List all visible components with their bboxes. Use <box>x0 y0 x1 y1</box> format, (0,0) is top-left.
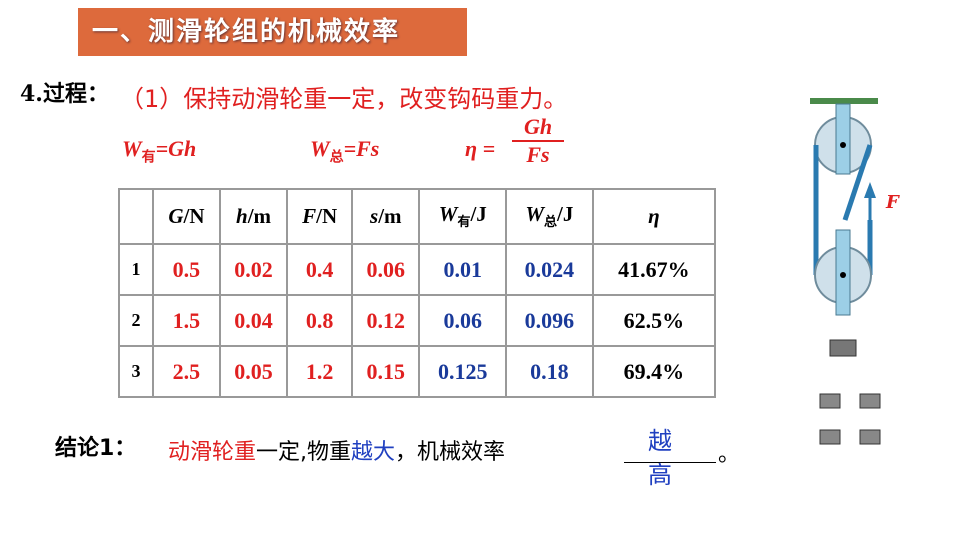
table-cell: 0.04 <box>218 294 289 347</box>
row-number: 3 <box>118 345 154 398</box>
header-main: G <box>168 204 184 228</box>
column-header: W有/J <box>418 188 508 245</box>
formula-sub: 有 <box>141 149 156 166</box>
header-unit: /J <box>557 202 574 227</box>
formula-eta: η = <box>465 136 496 161</box>
formula-main: W <box>122 136 142 161</box>
conclusion-label: 结论1： <box>55 436 137 461</box>
force-arrow <box>864 182 876 198</box>
table-cell: 0.01 <box>418 243 508 296</box>
step-label: 4.过程： <box>20 81 109 107</box>
header-title: 一、测滑轮组的机械效率 <box>78 8 467 56</box>
table-cell: 1.5 <box>152 294 221 347</box>
header-main: h <box>236 204 248 228</box>
conclusion-part: ，机械效率 <box>395 440 506 465</box>
answer: 越高 <box>648 424 672 492</box>
formula-fraction: Gh Fs <box>512 114 564 168</box>
table-cell: 0.5 <box>152 243 221 296</box>
header-main: s <box>370 204 379 228</box>
column-header: s/m <box>351 188 421 245</box>
answer-char: 越 <box>648 427 672 455</box>
table-cell: 0.06 <box>418 294 508 347</box>
conclusion-part: 动滑轮重 <box>168 440 257 465</box>
table-cell: 0.15 <box>351 345 421 398</box>
table-cell: 2.5 <box>152 345 221 398</box>
step-text: （1）保持动滑轮重一定，改变钩码重力。 <box>120 85 568 113</box>
table-cell: 0.4 <box>286 243 354 296</box>
header-main: W <box>438 202 458 227</box>
formula-rest: =Gh <box>155 136 197 161</box>
header-unit: /N <box>183 204 205 228</box>
column-header: F/N <box>286 188 354 245</box>
row-number: 1 <box>118 243 154 296</box>
header-main: η <box>648 204 660 228</box>
column-header: G/N <box>152 188 221 245</box>
header-unit: /N <box>316 204 338 228</box>
answer-char: 高 <box>648 461 672 489</box>
header-sub: 有 <box>457 215 471 231</box>
header-unit: /J <box>470 202 487 227</box>
weights <box>819 393 881 445</box>
table-cell: 62.5% <box>591 294 717 347</box>
header-main: F <box>302 204 317 228</box>
formula: W总=Fs <box>310 136 379 166</box>
table-row: 1 0.5 0.02 0.4 0.06 0.01 0.024 41.67% <box>118 243 717 296</box>
formula-main: W <box>310 136 330 161</box>
header-unit: /m <box>378 204 402 228</box>
ceiling <box>810 98 878 104</box>
table-cell: 0.02 <box>218 243 289 296</box>
rope <box>842 144 873 221</box>
conclusion-end: 。 <box>718 442 741 467</box>
table-cell: 41.67% <box>591 243 717 296</box>
column-header: W总/J <box>505 188 594 245</box>
conclusion-part: 一定,物重 <box>256 440 352 465</box>
table-row: 2 1.5 0.04 0.8 0.12 0.06 0.096 62.5% <box>118 294 717 347</box>
conclusion-text: 动滑轮重一定,物重越大，机械效率 <box>168 434 505 466</box>
force-label: F <box>885 192 900 213</box>
table-cell: 0.12 <box>351 294 421 347</box>
numerator: Gh <box>523 114 553 139</box>
row-number: 2 <box>118 294 154 347</box>
table-cell: 1.2 <box>286 345 354 398</box>
corner-cell <box>118 188 154 245</box>
conclusion-part: 越大 <box>351 440 396 465</box>
table-cell: 0.05 <box>218 345 289 398</box>
table-cell: 0.8 <box>286 294 354 347</box>
table-cell: 0.024 <box>505 243 594 296</box>
column-header: η <box>591 188 717 245</box>
table-row: 3 2.5 0.05 1.2 0.15 0.125 0.18 69.4% <box>118 345 717 398</box>
table-cell: 0.096 <box>505 294 594 347</box>
denominator: Fs <box>512 140 564 168</box>
movable-pulley <box>814 229 872 357</box>
table-cell: 0.125 <box>418 345 508 398</box>
header-unit: /m <box>247 204 272 228</box>
data-table: G/N h/m F/N s/m W有/J W总/J η 1 0.5 0.02 0.4 0.06 0.0… <box>118 188 717 398</box>
pulley-diagram: F <box>810 98 900 445</box>
header-sub: 总 <box>544 215 558 231</box>
formula: W有=Gh <box>122 136 196 166</box>
formula-rest: =Fs <box>343 136 380 161</box>
header-main: W <box>525 202 545 227</box>
column-header: h/m <box>218 188 289 245</box>
table-cell: 0.18 <box>505 345 594 398</box>
answer-blank <box>624 462 716 463</box>
formula-sub: 总 <box>329 149 344 166</box>
table-cell: 69.4% <box>591 345 717 398</box>
table-cell: 0.06 <box>351 243 421 296</box>
